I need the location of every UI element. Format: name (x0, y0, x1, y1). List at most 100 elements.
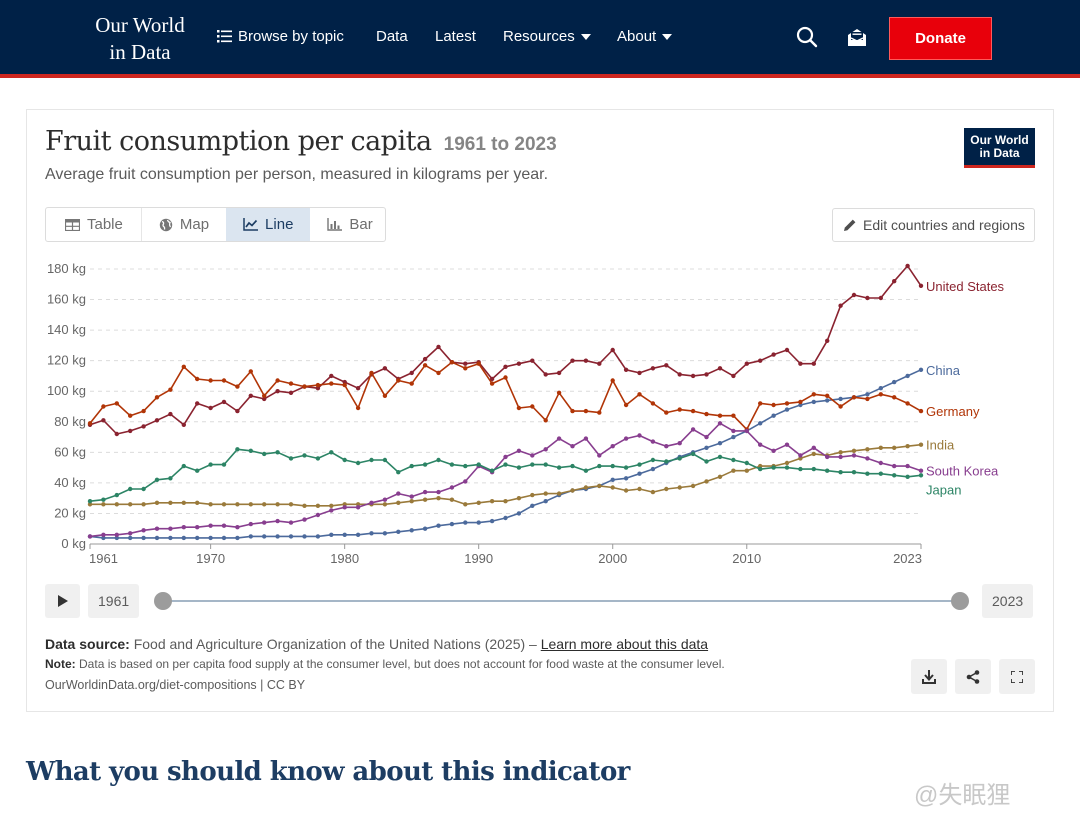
data-point (690, 408, 696, 414)
play-button[interactable] (45, 584, 80, 618)
data-point (382, 531, 388, 536)
data-point (851, 292, 857, 298)
data-point (181, 422, 186, 427)
nav-latest-link[interactable]: Latest (435, 28, 476, 45)
indicator-section-title: What you should know about this indicato… (26, 757, 630, 787)
card-logo[interactable]: Our World in Data (964, 128, 1035, 168)
data-point (382, 457, 388, 463)
download-button[interactable] (911, 659, 947, 694)
x-tick-label: 2000 (598, 551, 627, 566)
download-icon (922, 669, 936, 684)
data-point (731, 413, 736, 418)
data-point (851, 448, 857, 453)
y-tick-label: 80 kg (54, 414, 86, 429)
timeline-start-handle[interactable] (154, 592, 172, 610)
list-icon (217, 30, 232, 43)
browse-by-topic-button[interactable]: Browse by topic (217, 28, 344, 45)
data-point (463, 463, 468, 469)
data-point (838, 450, 843, 455)
data-point (168, 411, 173, 417)
data-point (918, 442, 924, 447)
data-point (530, 358, 535, 363)
data-point (315, 503, 321, 508)
data-point (583, 358, 589, 363)
data-point (798, 399, 803, 405)
data-point (463, 366, 468, 371)
data-point (141, 408, 146, 414)
learn-more-link[interactable]: Learn more about this data (540, 636, 709, 652)
data-point (583, 468, 589, 473)
y-tick-label: 20 kg (54, 505, 86, 520)
data-point (489, 468, 495, 473)
data-point (610, 378, 615, 383)
data-point (369, 500, 374, 505)
share-button[interactable] (955, 659, 991, 694)
data-point (583, 436, 589, 441)
data-point (275, 502, 280, 507)
data-point (181, 463, 186, 469)
data-point (704, 411, 709, 417)
chart-card (26, 109, 1054, 712)
chart-title-range: 1961 to 2023 (443, 134, 557, 155)
data-point (315, 382, 321, 388)
data-point (516, 511, 522, 516)
data-point (811, 451, 816, 457)
search-button[interactable] (796, 26, 820, 50)
data-point (382, 502, 388, 507)
nav-resources-dropdown[interactable]: Resources (503, 28, 591, 45)
chart-title-text: Fruit consumption per capita (45, 126, 432, 157)
data-point (489, 518, 495, 524)
series-end-label: South Korea (926, 464, 999, 479)
fullscreen-button[interactable] (999, 659, 1035, 694)
series-end-label: Germany (926, 404, 980, 419)
tab-line[interactable]: Line (226, 208, 311, 241)
top-navigation: Our World in Data Browse by topic Data L… (0, 0, 1080, 78)
chart-url-license[interactable]: OurWorldinData.org/diet-compositions | C… (45, 678, 306, 692)
data-point (436, 496, 441, 501)
site-logo[interactable]: Our World in Data (88, 12, 192, 66)
data-point (556, 370, 562, 376)
nav-data-link[interactable]: Data (376, 28, 408, 45)
card-logo-line1: Our World (970, 133, 1029, 147)
data-point (637, 433, 642, 438)
timeline-track[interactable] (162, 600, 960, 602)
series-end-label: China (926, 363, 961, 378)
data-point (771, 465, 776, 470)
data-point (382, 393, 388, 398)
logo-line1: Our World (95, 13, 185, 37)
donate-button[interactable]: Donate (889, 17, 992, 60)
data-point (288, 456, 294, 461)
data-point (463, 502, 468, 507)
logo-line2: in Data (109, 40, 171, 64)
data-point (422, 489, 428, 495)
data-point (369, 531, 374, 536)
edit-countries-button[interactable]: Edit countries and regions (832, 208, 1035, 242)
data-point (543, 372, 548, 377)
data-point (154, 535, 160, 541)
data-point (610, 485, 615, 490)
tab-bar[interactable]: Bar (310, 208, 385, 241)
data-point (235, 408, 240, 414)
line-chart: 0 kg 20 kg 40 kg 60 kg 80 kg 100 kg 120 kg 140 … (47, 261, 1005, 566)
data-point (878, 392, 883, 397)
nav-about-dropdown[interactable]: About (617, 28, 673, 45)
data-point (556, 465, 562, 470)
data-point (114, 502, 120, 507)
tab-table[interactable]: Table (46, 208, 141, 241)
x-tick-label: 1980 (330, 551, 359, 566)
data-point (570, 463, 575, 469)
caret-down-icon (662, 33, 673, 40)
subscribe-button[interactable] (846, 26, 870, 50)
data-point (128, 486, 133, 492)
data-point (704, 372, 709, 377)
chart-title: Fruit consumption per capita 1961 to 202… (45, 126, 557, 157)
data-point (717, 413, 723, 418)
data-point (825, 398, 830, 403)
data-point (838, 470, 843, 475)
data-point (436, 344, 441, 350)
tab-map[interactable]: Map (140, 208, 226, 241)
data-point (221, 535, 227, 541)
timeline-end-handle[interactable] (951, 592, 969, 610)
data-point (677, 485, 682, 490)
nav-about-label: About (617, 28, 657, 45)
